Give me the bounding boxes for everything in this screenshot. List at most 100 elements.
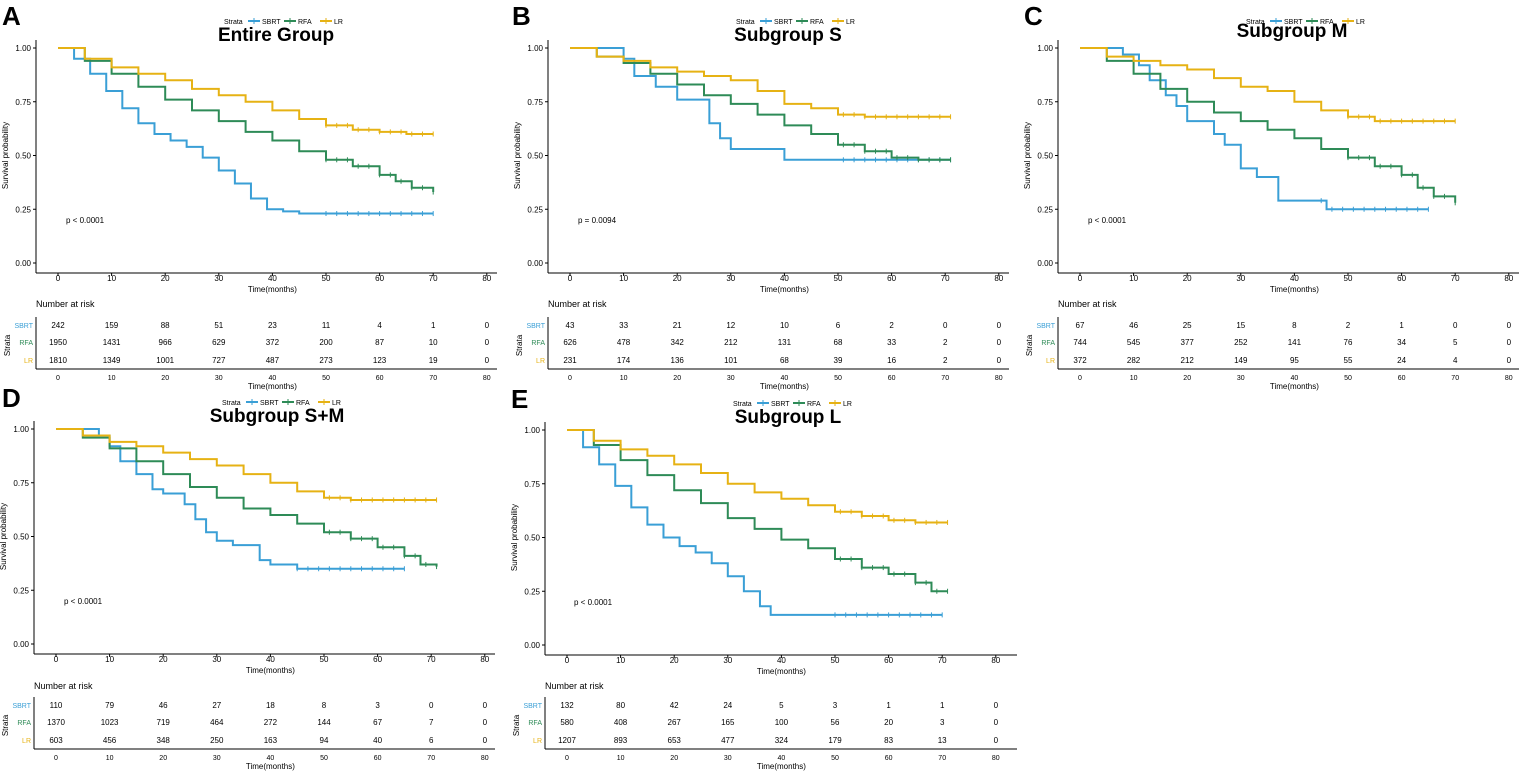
- risk-x-tick-label: 50: [831, 755, 839, 762]
- legend-title: Strata: [1246, 19, 1265, 26]
- risk-count: 0: [485, 356, 490, 365]
- x-tick-label: 40: [268, 274, 277, 283]
- x-axis-label: Time(months): [246, 666, 295, 675]
- y-tick-label: 0.25: [15, 205, 31, 214]
- risk-count: 0: [485, 321, 490, 330]
- x-tick-label: 80: [1504, 274, 1513, 283]
- risk-count: 87: [375, 338, 384, 347]
- risk-count: 456: [103, 736, 117, 745]
- p-value: p < 0.0001: [66, 216, 105, 225]
- risk-x-tick-label: 30: [215, 375, 223, 382]
- risk-strata-label: Strata: [1, 714, 10, 736]
- panel-letter: D: [2, 383, 21, 413]
- risk-count: 25: [1183, 321, 1192, 330]
- risk-row-label-lr: LR: [1046, 358, 1055, 365]
- risk-row-label-lr: LR: [536, 358, 545, 365]
- risk-x-tick-label: 60: [376, 375, 384, 382]
- y-tick-label: 0.50: [524, 534, 540, 543]
- risk-count: 67: [373, 718, 382, 727]
- risk-count: 100: [775, 718, 789, 727]
- risk-count: 16: [887, 356, 896, 365]
- risk-count: 13: [938, 736, 947, 745]
- risk-count: 0: [1507, 356, 1512, 365]
- risk-count: 464: [210, 718, 224, 727]
- legend: Strata SBRT RFA LR: [222, 399, 341, 407]
- y-tick-label: 0.25: [527, 205, 543, 214]
- risk-x-tick-label: 50: [834, 375, 842, 382]
- risk-count: 76: [1344, 338, 1353, 347]
- x-tick-label: 70: [1451, 274, 1460, 283]
- curve-sbrt: [58, 47, 434, 215]
- legend-title: Strata: [224, 19, 243, 26]
- y-tick-label: 0.50: [1037, 152, 1053, 161]
- risk-count: 43: [566, 321, 575, 330]
- risk-count: 0: [994, 736, 999, 745]
- curve-rfa: [58, 47, 435, 193]
- risk-row-label-sbrt: SBRT: [523, 703, 542, 710]
- risk-count: 6: [429, 736, 434, 745]
- risk-x-tick-label: 10: [617, 755, 625, 762]
- risk-count: 324: [775, 736, 789, 745]
- risk-row-label-rfa: RFA: [528, 720, 542, 727]
- risk-count: 4: [377, 321, 382, 330]
- risk-strata-label: Strata: [3, 334, 12, 356]
- legend-label-sbrt: SBRT: [260, 400, 279, 407]
- risk-x-tick-label: 20: [1183, 375, 1191, 382]
- chart-title: Subgroup S+M: [210, 406, 345, 427]
- y-tick-label: 0.25: [524, 587, 540, 596]
- x-tick-label: 50: [1344, 274, 1353, 283]
- risk-count: 10: [429, 338, 438, 347]
- risk-count: 0: [997, 338, 1002, 347]
- risk-count: 893: [614, 736, 628, 745]
- risk-table-title: Number at risk: [36, 299, 95, 309]
- x-tick-label: 40: [1290, 274, 1299, 283]
- x-tick-label: 20: [673, 274, 682, 283]
- x-tick-label: 70: [429, 274, 438, 283]
- x-axis-label: Time(months): [248, 285, 297, 294]
- risk-count: 252: [1234, 338, 1248, 347]
- risk-x-axis-label: Time(months): [760, 382, 809, 391]
- panel-letter: C: [1024, 1, 1043, 31]
- risk-x-tick-label: 40: [269, 375, 277, 382]
- risk-count: 1950: [49, 338, 67, 347]
- risk-count: 15: [1236, 321, 1245, 330]
- risk-count: 200: [319, 338, 333, 347]
- risk-count: 727: [212, 356, 226, 365]
- risk-x-tick-label: 80: [481, 755, 489, 762]
- risk-count: 56: [831, 718, 840, 727]
- risk-x-tick-label: 40: [778, 755, 786, 762]
- legend: Strata SBRT RFA LR: [1246, 18, 1365, 26]
- y-tick-label: 0.00: [1037, 259, 1053, 268]
- risk-x-tick-label: 40: [267, 755, 275, 762]
- risk-count: 42: [670, 701, 679, 710]
- x-tick-label: 50: [320, 655, 329, 664]
- risk-count: 478: [617, 338, 631, 347]
- risk-count: 1: [886, 701, 891, 710]
- y-tick-label: 1.00: [13, 425, 29, 434]
- risk-count: 3: [375, 701, 380, 710]
- x-tick-label: 80: [482, 274, 491, 283]
- risk-count: 68: [780, 356, 789, 365]
- risk-count: 272: [264, 718, 278, 727]
- risk-x-tick-label: 10: [1130, 375, 1138, 382]
- risk-x-tick-label: 0: [565, 755, 569, 762]
- risk-x-tick-label: 10: [106, 755, 114, 762]
- x-tick-label: 50: [834, 274, 843, 283]
- risk-x-tick-label: 60: [374, 755, 382, 762]
- risk-x-tick-label: 20: [159, 755, 167, 762]
- risk-count: 2: [1346, 321, 1351, 330]
- risk-count: 95: [1290, 356, 1299, 365]
- risk-count: 2: [943, 356, 948, 365]
- risk-count: 165: [721, 718, 735, 727]
- risk-count: 33: [619, 321, 628, 330]
- risk-count: 131: [778, 338, 792, 347]
- y-tick-label: 0.75: [524, 480, 540, 489]
- chart-title: Subgroup L: [735, 407, 842, 428]
